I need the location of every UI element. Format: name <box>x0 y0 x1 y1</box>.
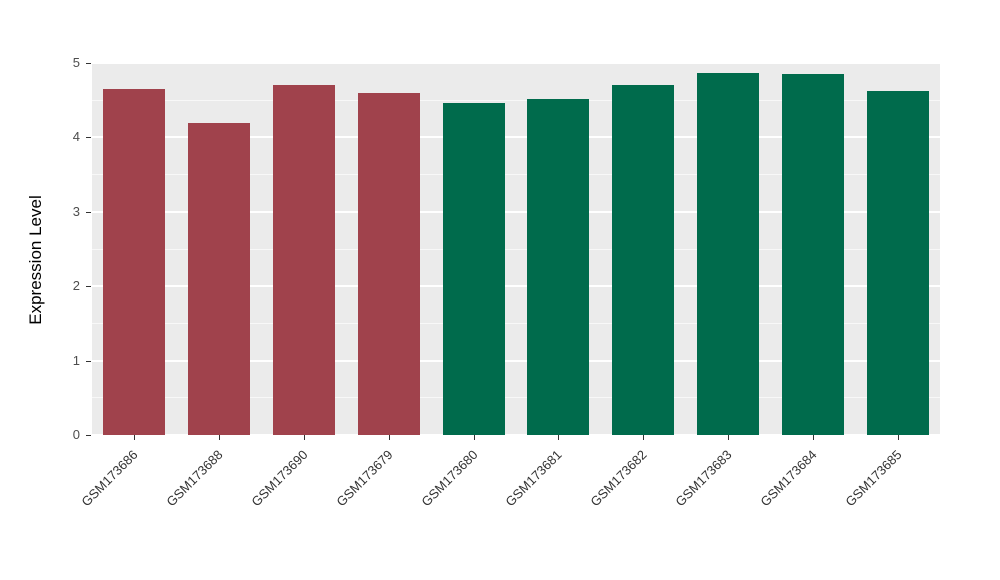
y-tick-mark <box>86 360 91 362</box>
y-tick-label: 2 <box>72 278 80 294</box>
x-tick-mark <box>558 435 560 440</box>
minor-gridline <box>92 99 940 101</box>
x-tick-mark <box>728 435 729 440</box>
major-gridline <box>92 62 940 64</box>
x-tick-label: GSM173680 <box>417 447 481 510</box>
x-tick-mark <box>812 435 814 440</box>
x-tick-label: GSM173685 <box>841 447 905 510</box>
y-tick-label: 3 <box>72 203 80 219</box>
minor-gridline <box>92 174 940 176</box>
x-tick-mark <box>897 435 899 440</box>
x-tick-mark <box>643 435 645 440</box>
x-tick-mark <box>388 435 390 440</box>
x-tick-mark <box>304 435 305 440</box>
x-tick-label: GSM173686 <box>78 447 142 510</box>
major-gridline <box>92 359 940 362</box>
minor-gridline <box>92 248 940 250</box>
y-tick-label: 0 <box>72 427 80 442</box>
bar-GSM173680 <box>442 103 505 435</box>
major-gridline <box>92 136 940 139</box>
x-tick-label: GSM173684 <box>757 447 820 510</box>
major-gridline <box>92 285 940 288</box>
plot-panel <box>92 62 940 436</box>
y-tick-label: 1 <box>72 352 80 368</box>
y-tick-mark <box>86 137 91 139</box>
y-tick-label: 5 <box>72 55 80 70</box>
minor-gridline <box>92 322 940 324</box>
x-tick-label: GSM173682 <box>587 447 650 510</box>
y-tick-label: 4 <box>72 129 80 145</box>
x-tick-label: GSM173690 <box>248 447 311 510</box>
x-tick-label: GSM173683 <box>672 447 735 510</box>
bar-GSM173684 <box>781 74 844 435</box>
bar-GSM173683 <box>697 73 759 435</box>
minor-gridline <box>92 397 940 399</box>
y-tick-mark <box>86 435 91 436</box>
x-tick-mark <box>134 435 136 440</box>
y-tick-mark <box>86 211 91 213</box>
bar-GSM173681 <box>527 99 590 435</box>
x-tick-mark <box>219 435 221 440</box>
x-tick-label: GSM173681 <box>502 447 566 510</box>
x-tick-label: GSM173688 <box>163 447 226 510</box>
bar-GSM173690 <box>273 85 335 435</box>
bar-GSM173686 <box>103 89 166 435</box>
major-gridline <box>92 434 940 436</box>
x-tick-label: GSM173679 <box>333 447 396 510</box>
bar-GSM173682 <box>612 85 675 435</box>
bar-GSM173688 <box>188 122 251 435</box>
y-tick-mark <box>86 286 91 288</box>
bar-GSM173679 <box>357 92 420 435</box>
x-tick-mark <box>473 435 475 440</box>
y-tick-mark <box>86 63 91 64</box>
major-gridline <box>92 210 940 213</box>
bar-GSM173685 <box>866 91 929 435</box>
